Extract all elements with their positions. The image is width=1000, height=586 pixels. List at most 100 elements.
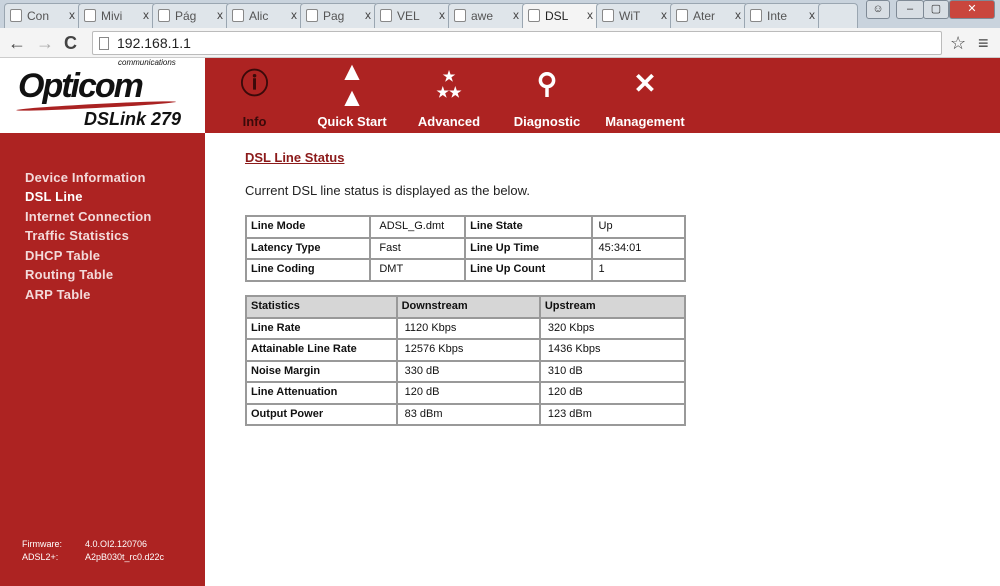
field-label: Line Up Count bbox=[464, 258, 593, 282]
browser-tab[interactable]: Ater x bbox=[670, 3, 748, 28]
tab-favicon bbox=[232, 9, 244, 22]
stat-label: Output Power bbox=[245, 402, 398, 426]
table-row: Line Mode ADSL_G.dmt Line State Up bbox=[244, 215, 687, 239]
tab-close-icon[interactable]: x bbox=[217, 8, 223, 22]
browser-tab[interactable]: Inte x bbox=[744, 3, 822, 28]
new-tab-button[interactable] bbox=[818, 3, 858, 28]
tab-close-icon[interactable]: x bbox=[365, 8, 371, 22]
sidebar-item-dsl-line[interactable]: DSL Line bbox=[25, 189, 83, 204]
menu-management[interactable]: ✕ Management bbox=[602, 58, 688, 133]
firmware-version: 4.0.OI2.120706 bbox=[85, 539, 148, 549]
tab-label: WiT bbox=[619, 9, 641, 23]
brand-sub: communications bbox=[118, 58, 176, 67]
field-label: Line Mode bbox=[244, 215, 372, 239]
statistics-table: Statistics Downstream Upstream Line Rate 112… bbox=[245, 295, 687, 426]
stat-value: 1436 Kbps bbox=[538, 338, 687, 362]
stat-value: 120 dB bbox=[538, 381, 687, 405]
user-button[interactable]: ☺ bbox=[866, 0, 890, 19]
sidebar-item-dhcp-table[interactable]: DHCP Table bbox=[25, 248, 101, 263]
tab-close-icon[interactable]: x bbox=[513, 8, 519, 22]
stat-label: Line Attenuation bbox=[245, 381, 398, 405]
menu-info[interactable]: ⓘ Info bbox=[232, 58, 277, 133]
model-name: DSLink 279 bbox=[84, 109, 182, 129]
browser-tab[interactable]: Pag x bbox=[300, 3, 378, 28]
firmware-label: Firmware: bbox=[22, 539, 62, 549]
table-row: Line Rate 1120 Kbps 320 Kbps bbox=[245, 316, 687, 340]
tab-close-icon[interactable]: x bbox=[439, 8, 445, 22]
page-title: DSL Line Status bbox=[245, 150, 345, 165]
minimize-button[interactable]: – bbox=[896, 0, 924, 19]
sidebar-item-device-information[interactable]: Device Information bbox=[25, 170, 146, 185]
tab-favicon bbox=[602, 9, 614, 22]
table-row: Line Coding DMT Line Up Count 1 bbox=[244, 258, 687, 282]
column-header: Upstream bbox=[538, 295, 687, 319]
column-header: Downstream bbox=[395, 295, 541, 319]
stat-label: Attainable Line Rate bbox=[245, 338, 398, 362]
menu-quick-start[interactable]: ▲ ▲ Quick Start bbox=[312, 58, 392, 133]
field-value: DMT bbox=[369, 258, 467, 282]
sidebar-item-internet-connection[interactable]: Internet Connection bbox=[25, 209, 152, 224]
tab-favicon bbox=[84, 9, 96, 22]
browser-tab[interactable]: Con x bbox=[4, 3, 82, 28]
sidebar-item-arp-table[interactable]: ARP Table bbox=[25, 287, 91, 302]
column-header: Statistics bbox=[245, 295, 398, 319]
tab-close-icon[interactable]: x bbox=[587, 8, 593, 22]
stat-value: 1120 Kbps bbox=[395, 316, 541, 340]
stat-label: Noise Margin bbox=[245, 359, 398, 383]
field-value: Up bbox=[590, 215, 687, 239]
menu-advanced[interactable]: ★ ★★ Advanced bbox=[414, 58, 484, 133]
forward-icon[interactable]: → bbox=[36, 33, 54, 53]
tab-close-icon[interactable]: x bbox=[735, 8, 741, 22]
back-icon[interactable]: ← bbox=[8, 33, 26, 53]
menu-icon[interactable]: ≡ bbox=[978, 33, 989, 53]
table-row: Output Power 83 dBm 123 dBm bbox=[245, 402, 687, 426]
stars-icon: ★ ★★ bbox=[436, 68, 462, 100]
browser-tab[interactable]: WiT x bbox=[596, 3, 674, 28]
tab-label: Con bbox=[27, 9, 50, 23]
tab-close-icon[interactable]: x bbox=[143, 8, 149, 22]
tools-icon: ✕ bbox=[633, 68, 657, 99]
browser-tab[interactable]: awe x bbox=[448, 3, 526, 28]
menu-diagnostic[interactable]: ⚲ Diagnostic bbox=[508, 58, 586, 133]
menu-label: Info bbox=[242, 114, 267, 129]
quick-start-icon: ▲ ▲ bbox=[339, 58, 365, 110]
browser-tab[interactable]: Alic x bbox=[226, 3, 304, 28]
tab-label: Mivi bbox=[101, 9, 123, 23]
table-row: Latency Type Fast Line Up Time 45:34:01 bbox=[244, 236, 687, 260]
sidebar-item-traffic-statistics[interactable]: Traffic Statistics bbox=[25, 228, 130, 243]
tab-favicon bbox=[750, 9, 762, 22]
browser-tab[interactable]: VEL x bbox=[374, 3, 452, 28]
stat-value: 320 Kbps bbox=[538, 316, 687, 340]
tab-close-icon[interactable]: x bbox=[69, 8, 75, 22]
close-window-button[interactable]: ✕ bbox=[949, 0, 995, 19]
stat-value: 83 dBm bbox=[395, 402, 541, 426]
table-header-row: Statistics Downstream Upstream bbox=[245, 295, 687, 319]
browser-tab[interactable]: Mivi x bbox=[78, 3, 156, 28]
tab-favicon bbox=[10, 9, 22, 22]
field-label: Latency Type bbox=[244, 236, 372, 260]
field-value: 1 bbox=[590, 258, 687, 282]
url-text: 192.168.1.1 bbox=[117, 35, 191, 51]
sidebar-item-routing-table[interactable]: Routing Table bbox=[25, 267, 114, 282]
tab-strip: Con x Mivi x Pág x Alic x Pag x VEL x awe x DSL x WiT x At… bbox=[0, 0, 1000, 28]
field-label: Line Coding bbox=[244, 258, 372, 282]
bookmark-star-icon[interactable]: ☆ bbox=[950, 33, 967, 53]
browser-tab[interactable]: DSL x bbox=[522, 3, 600, 28]
tab-label: Pág bbox=[175, 9, 197, 23]
magnifier-icon: ⚲ bbox=[536, 68, 558, 99]
line-status-table: Line Mode ADSL_G.dmt Line State Up Latency T… bbox=[244, 215, 687, 282]
tab-close-icon[interactable]: x bbox=[809, 8, 815, 22]
tab-favicon bbox=[528, 9, 540, 22]
field-label: Line State bbox=[464, 215, 593, 239]
stat-value: 310 dB bbox=[538, 359, 687, 383]
stat-value: 123 dBm bbox=[538, 402, 687, 426]
reload-icon[interactable]: C bbox=[64, 33, 77, 53]
table-row: Line Attenuation 120 dB 120 dB bbox=[245, 381, 687, 405]
table-row: Attainable Line Rate 12576 Kbps 1436 Kbps bbox=[245, 338, 687, 362]
browser-tab[interactable]: Pág x bbox=[152, 3, 230, 28]
tab-close-icon[interactable]: x bbox=[661, 8, 667, 22]
brand-name: Opticom bbox=[18, 67, 144, 105]
maximize-button[interactable]: ▢ bbox=[923, 0, 949, 19]
tab-close-icon[interactable]: x bbox=[291, 8, 297, 22]
url-input[interactable]: 192.168.1.1 bbox=[92, 31, 942, 55]
